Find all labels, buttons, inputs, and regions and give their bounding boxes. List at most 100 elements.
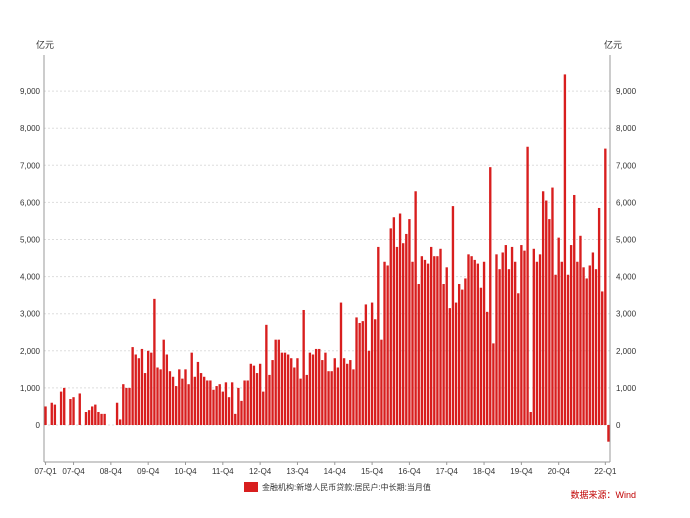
- bar: [569, 245, 573, 425]
- left-y-tick-label: 5,000: [20, 236, 41, 245]
- left-y-tick-label: 0: [36, 421, 41, 430]
- bar: [554, 274, 557, 425]
- bar: [199, 373, 203, 425]
- bar: [560, 261, 563, 425]
- bar: [137, 358, 141, 425]
- bar: [470, 256, 473, 425]
- bar: [252, 365, 256, 425]
- bar: [430, 246, 433, 425]
- bar: [383, 261, 386, 425]
- bar: [134, 354, 137, 425]
- right-y-tick-label: 5,000: [616, 236, 637, 245]
- bar: [286, 354, 290, 425]
- bar: [374, 319, 377, 425]
- bar: [411, 261, 414, 425]
- bar: [274, 339, 277, 425]
- bar: [349, 360, 352, 425]
- left-y-tick-label: 8,000: [20, 124, 41, 133]
- bar: [573, 194, 576, 425]
- bar: [209, 380, 212, 425]
- bar: [196, 361, 200, 425]
- bar: [299, 378, 302, 426]
- bar: [293, 367, 296, 425]
- bar: [367, 350, 371, 425]
- bar: [495, 254, 498, 425]
- bar: [377, 246, 380, 425]
- bar: [504, 245, 507, 425]
- right-y-tick-label: 8,000: [616, 124, 637, 133]
- bar: [517, 293, 520, 425]
- bar: [115, 402, 119, 425]
- bar: [408, 219, 411, 425]
- bar: [436, 256, 439, 425]
- bar: [212, 389, 215, 425]
- bar: [140, 348, 144, 425]
- bar: [498, 269, 501, 425]
- x-tick-labels: 07-Q1 07-Q4 08-Q4 09-Q4 10-Q4 11-Q4 12-Q4 13-Q4…: [34, 462, 617, 476]
- bar: [451, 206, 455, 425]
- bar: [566, 274, 570, 425]
- bar: [190, 352, 193, 425]
- bar: [153, 298, 156, 425]
- right-y-tick-label: 2,000: [616, 347, 637, 356]
- bar: [321, 360, 324, 425]
- bar: [507, 269, 511, 425]
- bar-series: [44, 74, 610, 442]
- bar: [171, 376, 175, 425]
- bar: [268, 374, 271, 425]
- bar: [72, 397, 75, 425]
- bar: [501, 252, 504, 425]
- bar: [535, 261, 539, 425]
- bar: [402, 243, 405, 425]
- bar: [426, 263, 430, 425]
- bar: [131, 347, 134, 425]
- bar: [202, 376, 206, 425]
- bar: [445, 267, 448, 425]
- bar: [607, 425, 610, 442]
- bar: [548, 219, 551, 425]
- bar: [302, 309, 305, 425]
- bar: [143, 373, 147, 425]
- right-y-tick-label: 9,000: [616, 87, 637, 96]
- bar: [178, 369, 181, 425]
- x-tick-label: 07-Q1: [34, 467, 57, 476]
- bar: [314, 348, 318, 425]
- bar: [442, 284, 445, 425]
- legend: 金融机构:新增人民币贷款:居民户:中长期:当月值: [244, 480, 431, 494]
- bar: [128, 387, 131, 425]
- bar: [277, 339, 280, 425]
- bar: [591, 252, 595, 425]
- bar: [333, 358, 336, 425]
- bar: [125, 387, 128, 425]
- bar: [122, 384, 125, 425]
- bar: [119, 419, 122, 425]
- x-tick-label: 10-Q4: [174, 467, 197, 476]
- bar: [601, 291, 604, 425]
- bar: [311, 354, 315, 425]
- left-y-unit: 亿元: [36, 39, 54, 50]
- bar: [97, 412, 100, 425]
- bar: [423, 259, 427, 425]
- bar: [237, 387, 240, 425]
- bar: [91, 406, 94, 425]
- bar: [364, 304, 368, 425]
- bar: [492, 343, 495, 425]
- left-y-tick-label: 6,000: [20, 198, 41, 207]
- bar: [532, 248, 535, 425]
- bar: [280, 352, 284, 425]
- bar: [489, 167, 492, 425]
- bar: [551, 187, 554, 425]
- x-tick-label: 07-Q4: [62, 467, 85, 476]
- bar: [405, 233, 408, 425]
- bar: [246, 380, 249, 425]
- bar: [87, 410, 91, 425]
- bar: [330, 371, 333, 425]
- bar: [513, 261, 517, 425]
- right-y-tick-label: 6,000: [616, 198, 637, 207]
- bar: [395, 246, 399, 425]
- legend-label: 金融机构:新增人民币贷款:居民户:中长期:当月值: [262, 482, 431, 492]
- x-tick-label: 08-Q4: [100, 467, 123, 476]
- x-tick-label: 18-Q4: [473, 467, 496, 476]
- bar: [249, 363, 252, 425]
- x-tick-label: 22-Q1: [594, 467, 617, 476]
